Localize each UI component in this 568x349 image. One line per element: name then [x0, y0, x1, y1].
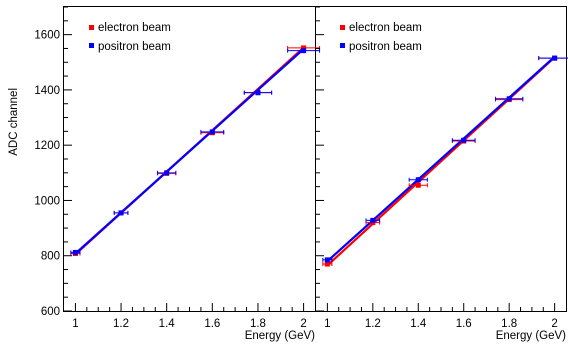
y-tick-label: 600 — [41, 306, 60, 318]
positron-data-point — [301, 48, 306, 53]
left-y-axis-title: ADC channel — [8, 88, 20, 156]
positron-data-point — [119, 210, 124, 215]
positron-data-point — [552, 56, 557, 61]
x-tick-label: 1 — [324, 318, 330, 330]
left-x-axis-title: Energy (GeV) — [245, 330, 315, 342]
x-tick-label: 1.8 — [501, 318, 517, 330]
legend-electron-marker — [340, 25, 345, 30]
y-tick-label: 1400 — [34, 85, 60, 97]
x-tick-label: 1.4 — [410, 318, 427, 330]
x-tick-label: 1.8 — [250, 318, 266, 330]
legend-electron-marker — [89, 25, 94, 30]
x-tick-label: 2 — [551, 318, 557, 330]
x-tick-label: 1 — [72, 318, 78, 330]
legend-electron-label: electron beam — [349, 22, 422, 34]
positron-data-point — [164, 170, 169, 175]
positron-data-point — [325, 257, 330, 262]
legend-positron-marker — [340, 43, 345, 48]
legend-positron-label: positron beam — [98, 41, 171, 53]
x-tick-label: 2 — [300, 318, 306, 330]
legend-positron-marker — [89, 43, 94, 48]
x-tick-label: 1.6 — [204, 318, 220, 330]
y-tick-label: 1600 — [34, 30, 60, 42]
x-tick-label: 1.4 — [159, 318, 176, 330]
positron-data-point — [255, 90, 260, 95]
positron-data-point — [210, 129, 215, 134]
y-tick-label: 800 — [41, 251, 60, 263]
electron-data-point — [416, 183, 421, 188]
positron-data-point — [507, 96, 512, 101]
positron-data-point — [73, 250, 78, 255]
y-tick-label: 1200 — [34, 140, 60, 152]
x-tick-label: 1.6 — [456, 318, 472, 330]
legend-electron-label: electron beam — [98, 22, 171, 34]
x-tick-label: 1.2 — [113, 318, 129, 330]
positron-data-point — [461, 138, 466, 143]
positron-data-point — [370, 218, 375, 223]
x-tick-label: 1.2 — [365, 318, 381, 330]
positron-data-point — [416, 177, 421, 182]
y-tick-label: 1000 — [34, 195, 60, 207]
legend-positron-label: positron beam — [349, 41, 422, 53]
right-x-axis-title: Energy (GeV) — [496, 330, 566, 342]
